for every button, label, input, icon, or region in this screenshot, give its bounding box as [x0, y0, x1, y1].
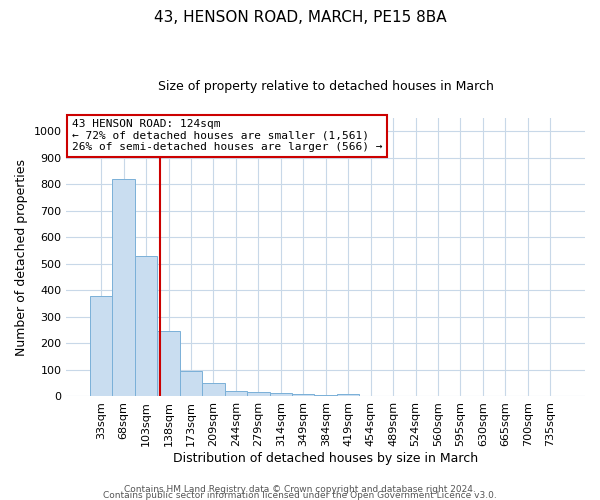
Bar	[292, 394, 314, 396]
Bar	[247, 392, 269, 396]
Bar	[157, 332, 180, 396]
X-axis label: Distribution of detached houses by size in March: Distribution of detached houses by size …	[173, 452, 478, 465]
Y-axis label: Number of detached properties: Number of detached properties	[15, 158, 28, 356]
Text: 43 HENSON ROAD: 124sqm
← 72% of detached houses are smaller (1,561)
26% of semi-: 43 HENSON ROAD: 124sqm ← 72% of detached…	[71, 119, 382, 152]
Bar	[202, 383, 224, 396]
Bar	[180, 371, 202, 396]
Bar	[135, 256, 157, 396]
Bar	[337, 394, 359, 396]
Text: Contains HM Land Registry data © Crown copyright and database right 2024.: Contains HM Land Registry data © Crown c…	[124, 484, 476, 494]
Bar	[112, 179, 135, 396]
Bar	[90, 296, 112, 396]
Text: 43, HENSON ROAD, MARCH, PE15 8BA: 43, HENSON ROAD, MARCH, PE15 8BA	[154, 10, 446, 25]
Title: Size of property relative to detached houses in March: Size of property relative to detached ho…	[158, 80, 494, 93]
Text: Contains public sector information licensed under the Open Government Licence v3: Contains public sector information licen…	[103, 490, 497, 500]
Bar	[314, 395, 337, 396]
Bar	[224, 391, 247, 396]
Bar	[269, 394, 292, 396]
